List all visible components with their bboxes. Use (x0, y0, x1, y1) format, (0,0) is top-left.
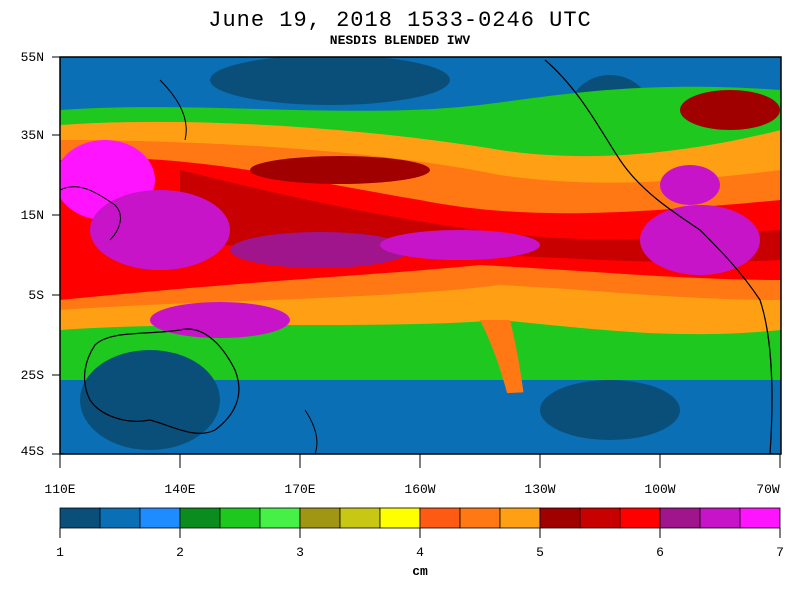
lat-label-5s: 5S (28, 288, 44, 303)
lat-label-15n: 15N (20, 208, 44, 223)
lon-label-130w: 130W (524, 482, 556, 497)
colorbar-swatch (339, 507, 381, 529)
colorbar-swatch (579, 507, 621, 529)
colorbar-tick-2: 2 (176, 545, 184, 560)
colorbar-swatch (419, 507, 461, 529)
colorbar-swatch (459, 507, 501, 529)
colorbar-swatch (59, 507, 101, 529)
colorbar-swatch (99, 507, 141, 529)
lat-label-35n: 35N (20, 128, 44, 143)
map-subtitle: NESDIS BLENDED IWV (329, 33, 471, 48)
lat-label-55n: 55N (20, 50, 44, 65)
lon-label-110e: 110E (44, 482, 76, 497)
colorbar-unit: cm (412, 564, 428, 579)
lat-label-45s: 45S (20, 444, 44, 459)
colorbar-swatch (539, 507, 581, 529)
colorbar (59, 507, 781, 538)
lon-label-170e: 170E (284, 482, 316, 497)
colorbar-swatch (299, 507, 341, 529)
lon-label-160w: 160W (404, 482, 436, 497)
iwv-field (60, 57, 781, 454)
lon-ticks (59, 454, 781, 468)
colorbar-swatch (619, 507, 661, 529)
colorbar-tick-1: 1 (56, 545, 64, 560)
colorbar-tick-6: 6 (656, 545, 664, 560)
colorbar-tick-4: 4 (416, 545, 424, 560)
lat-ticks (52, 56, 60, 455)
colorbar-swatch (179, 507, 221, 529)
lon-label-140e: 140E (164, 482, 196, 497)
colorbar-swatch (259, 507, 301, 529)
lon-label-70w: 70W (756, 482, 780, 497)
colorbar-swatch (739, 507, 781, 529)
colorbar-tick-5: 5 (536, 545, 544, 560)
colorbar-swatch (699, 507, 741, 529)
lon-label-100w: 100W (644, 482, 676, 497)
colorbar-tick-3: 3 (296, 545, 304, 560)
colorbar-swatch (659, 507, 701, 529)
map-title: June 19, 2018 1533-0246 UTC (208, 8, 592, 33)
lat-label-25s: 25S (20, 368, 44, 383)
colorbar-swatch (139, 507, 181, 529)
colorbar-tick-7: 7 (776, 545, 784, 560)
colorbar-swatch (499, 507, 541, 529)
colorbar-swatch (379, 507, 421, 529)
colorbar-swatch (219, 507, 261, 529)
